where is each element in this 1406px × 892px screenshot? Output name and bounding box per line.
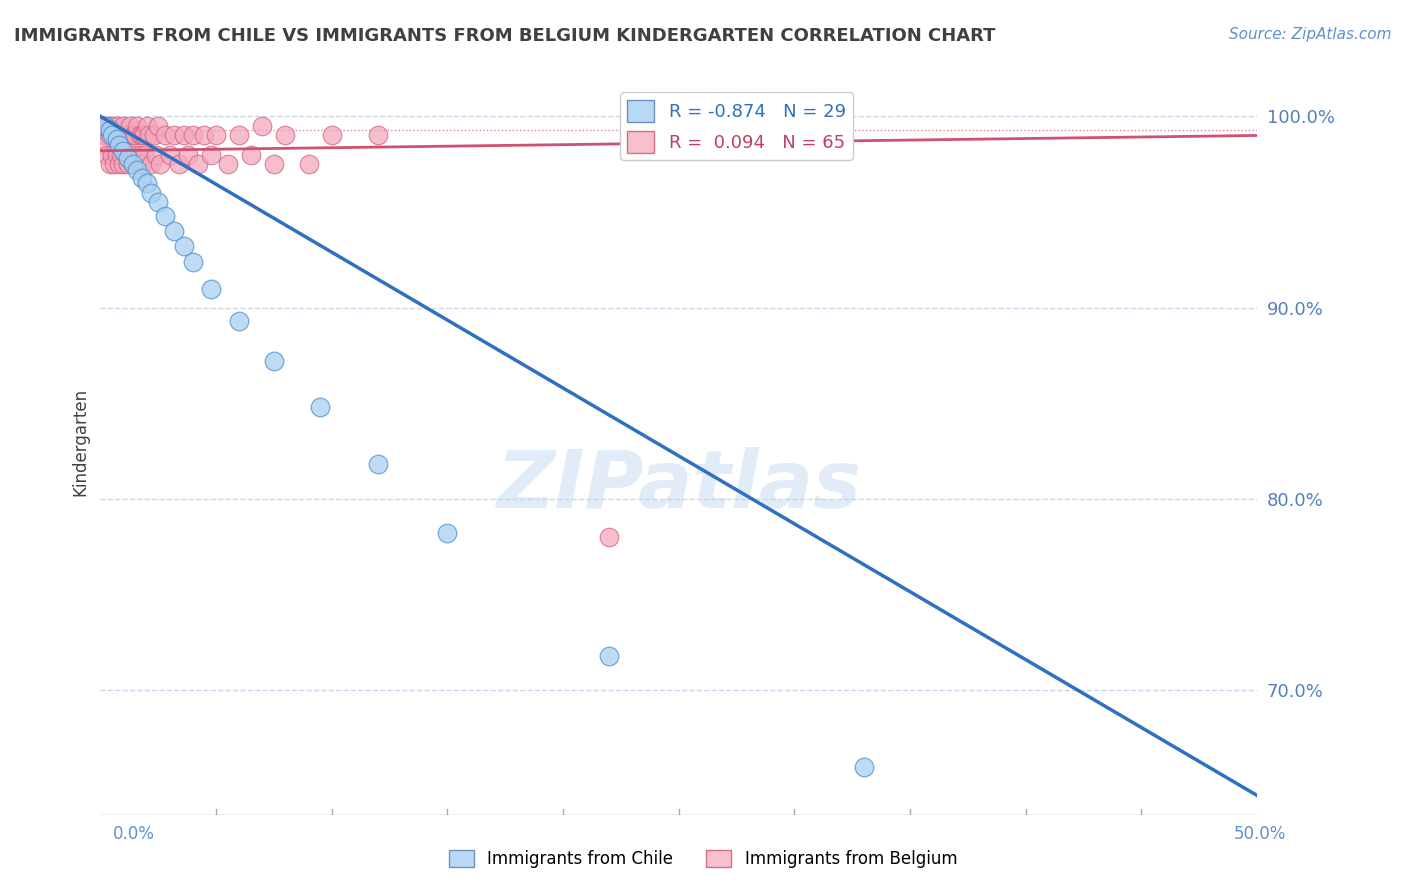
Point <box>200 147 222 161</box>
Point <box>141 186 163 200</box>
Point <box>127 119 149 133</box>
Point <box>159 147 181 161</box>
Point <box>103 128 125 143</box>
Point <box>274 128 297 143</box>
Text: IMMIGRANTS FROM CHILE VS IMMIGRANTS FROM BELGIUM KINDERGARTEN CORRELATION CHART: IMMIGRANTS FROM CHILE VS IMMIGRANTS FROM… <box>14 27 995 45</box>
Point <box>135 119 157 133</box>
Point <box>127 157 149 171</box>
Point <box>167 157 190 171</box>
Point <box>112 119 135 133</box>
Point <box>135 176 157 190</box>
Point <box>173 239 195 253</box>
Point <box>134 147 156 161</box>
Point <box>112 157 135 171</box>
Point <box>114 128 136 143</box>
Point <box>128 128 150 143</box>
Point <box>263 354 285 368</box>
Point <box>127 162 149 177</box>
Point <box>121 157 143 171</box>
Point <box>181 128 204 143</box>
Point <box>121 157 143 171</box>
Point <box>91 119 114 133</box>
Point <box>98 157 121 171</box>
Y-axis label: Kindergarten: Kindergarten <box>72 387 89 496</box>
Point <box>134 128 156 143</box>
Point <box>114 147 136 161</box>
Point <box>98 128 121 143</box>
Point <box>94 128 117 143</box>
Point <box>120 119 142 133</box>
Point <box>117 152 139 166</box>
Point <box>98 122 121 136</box>
Point <box>309 400 332 414</box>
Point <box>148 119 170 133</box>
Point <box>103 157 125 171</box>
Text: Source: ZipAtlas.com: Source: ZipAtlas.com <box>1229 27 1392 42</box>
Point <box>131 128 153 143</box>
Point <box>131 170 153 185</box>
Legend: R = -0.874   N = 29, R =  0.094   N = 65: R = -0.874 N = 29, R = 0.094 N = 65 <box>620 93 853 160</box>
Point <box>436 526 458 541</box>
Point <box>193 128 215 143</box>
Point <box>105 119 128 133</box>
Point <box>367 458 389 472</box>
Point <box>94 119 117 133</box>
Point <box>177 147 200 161</box>
Point <box>117 157 139 171</box>
Point <box>252 119 274 133</box>
Text: ZIPatlas: ZIPatlas <box>496 447 862 525</box>
Point <box>138 128 160 143</box>
Point <box>186 157 208 171</box>
Point <box>598 530 620 544</box>
Point <box>110 128 132 143</box>
Point <box>128 147 150 161</box>
Point <box>108 157 131 171</box>
Point <box>153 209 176 223</box>
Point <box>101 119 124 133</box>
Point <box>124 147 146 161</box>
Point <box>149 157 172 171</box>
Point <box>163 128 186 143</box>
Point <box>217 157 239 171</box>
Point <box>181 254 204 268</box>
Point <box>205 128 228 143</box>
Point <box>163 224 186 238</box>
Point <box>117 128 139 143</box>
Point <box>367 128 389 143</box>
Point <box>852 760 875 774</box>
Point <box>108 138 131 153</box>
Point <box>101 147 124 161</box>
Point <box>96 119 118 133</box>
Point <box>321 128 343 143</box>
Point <box>228 314 250 328</box>
Point <box>94 138 117 153</box>
Point <box>142 128 165 143</box>
Point <box>228 128 250 143</box>
Text: 50.0%: 50.0% <box>1234 825 1286 843</box>
Point <box>121 128 143 143</box>
Point <box>110 147 132 161</box>
Point <box>239 147 262 161</box>
Point <box>131 157 153 171</box>
Point <box>598 648 620 663</box>
Point <box>148 195 170 210</box>
Point <box>145 147 167 161</box>
Point <box>200 281 222 295</box>
Point <box>124 128 146 143</box>
Point <box>105 132 128 146</box>
Text: 0.0%: 0.0% <box>112 825 155 843</box>
Point <box>141 157 163 171</box>
Point <box>263 157 285 171</box>
Point <box>108 128 131 143</box>
Point <box>297 157 319 171</box>
Point <box>153 128 176 143</box>
Point <box>96 147 118 161</box>
Point <box>173 128 195 143</box>
Legend: Immigrants from Chile, Immigrants from Belgium: Immigrants from Chile, Immigrants from B… <box>441 843 965 875</box>
Point <box>112 144 135 158</box>
Point <box>120 147 142 161</box>
Point <box>105 147 128 161</box>
Point <box>101 128 124 143</box>
